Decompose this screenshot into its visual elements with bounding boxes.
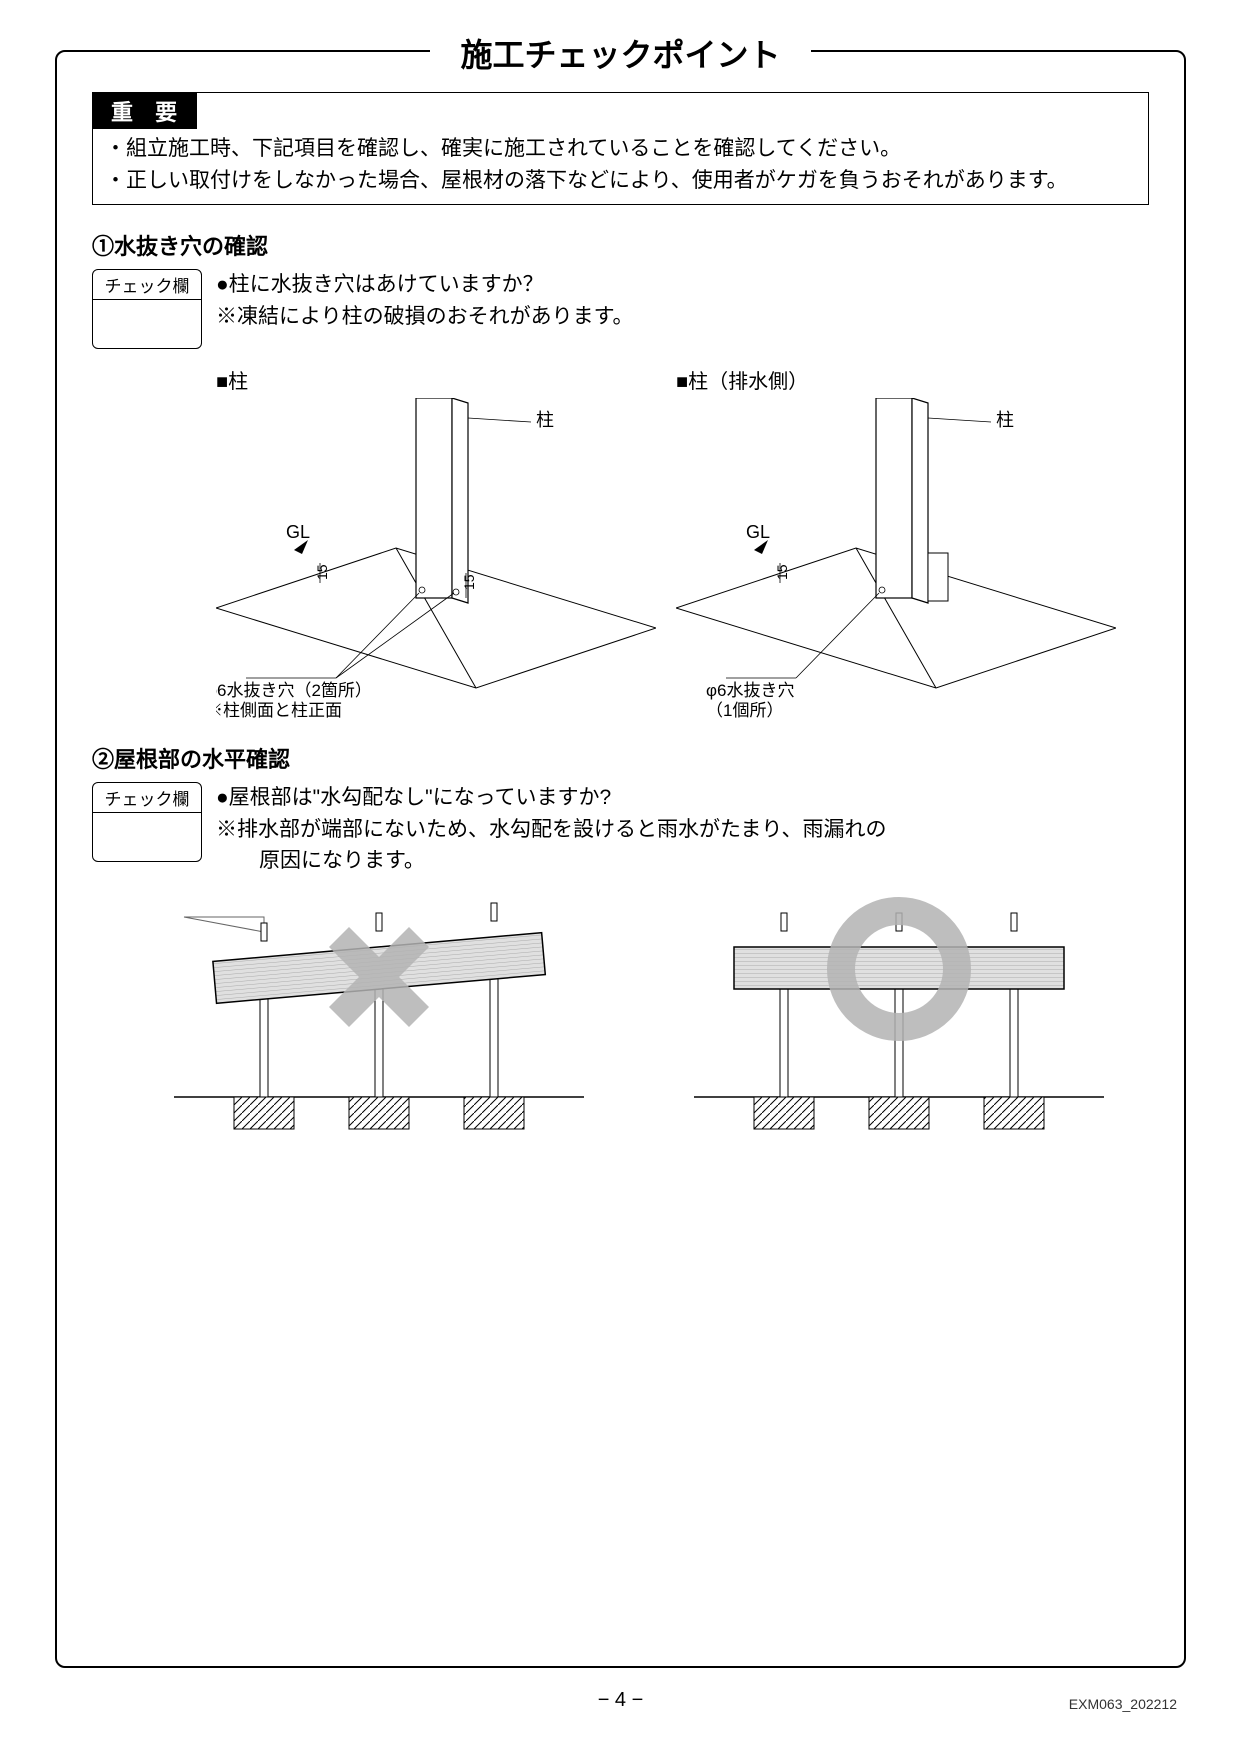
- sec1-heading: ①水抜き穴の確認: [92, 229, 1149, 261]
- svg-pillar-b: 15 GL 柱 φ6水抜き穴 （1個所）: [676, 398, 1116, 718]
- svg-text:15: 15: [774, 564, 790, 580]
- sec1-note: ※凍結により柱の破損のおそれがあります。: [216, 301, 1149, 333]
- sec2-note2: 原因になります。: [216, 845, 1149, 877]
- sec2-note1: ※排水部が端部にないため、水勾配を設けると雨水がたまり、雨漏れの: [216, 814, 1149, 846]
- svg-text:（1個所）: （1個所）: [706, 701, 783, 718]
- svg-roof: [154, 897, 1154, 1157]
- svg-text:φ6水抜き穴（2箇所）: φ6水抜き穴（2箇所）: [216, 681, 372, 700]
- page-number: − 4 −: [0, 1689, 1241, 1712]
- sec1-checkbox: チェック欄: [92, 269, 202, 349]
- sec2-checkbox-label: チェック欄: [93, 783, 201, 813]
- important-line2: ・正しい取付けをしなかった場合、屋根材の落下などにより、使用者がケガを負うおそれ…: [105, 165, 1136, 197]
- svg-text:柱: 柱: [996, 410, 1014, 430]
- sec1-q: ●柱に水抜き穴はあけていますか？: [216, 269, 1149, 301]
- sec2-heading: ②屋根部の水平確認: [92, 742, 1149, 774]
- sec1-checkcol: チェック欄: [92, 269, 202, 349]
- sec2-checkbox: チェック欄: [92, 782, 202, 862]
- important-text: ・組立施工時、下記項目を確認し、確実に施工されていることを確認してください。 ・…: [93, 129, 1148, 204]
- sec1-row: チェック欄 ●柱に水抜き穴はあけていますか？ ※凍結により柱の破損のおそれがあり…: [92, 269, 1149, 349]
- important-label: 重 要: [93, 93, 197, 129]
- svg-pillar-a: 15 15 GL 柱: [216, 398, 656, 718]
- page-root: 施工チェックポイント 重 要 ・組立施工時、下記項目を確認し、確実に施工されてい…: [0, 0, 1241, 1754]
- sec2-body: ●屋根部は"水勾配なし"になっていますか? ※排水部が端部にないため、水勾配を設…: [216, 782, 1149, 877]
- svg-text:φ6水抜き穴: φ6水抜き穴: [706, 681, 794, 700]
- sec2-q: ●屋根部は"水勾配なし"になっていますか?: [216, 782, 1149, 814]
- svg-text:GL: GL: [746, 522, 770, 542]
- svg-text:※柱側面と柱正面: ※柱側面と柱正面: [216, 701, 342, 718]
- diagram-pillar-b: ■柱（排水側） 15 GL: [676, 365, 1116, 718]
- page-frame: 施工チェックポイント 重 要 ・組立施工時、下記項目を確認し、確実に施工されてい…: [55, 50, 1186, 1668]
- sec2-checkcol: チェック欄: [92, 782, 202, 877]
- doc-code: EXM063_202212: [1069, 1696, 1177, 1712]
- section-2: ②屋根部の水平確認 チェック欄 ●屋根部は"水勾配なし"になっていますか? ※排…: [92, 742, 1149, 1162]
- sec2-row: チェック欄 ●屋根部は"水勾配なし"になっていますか? ※排水部が端部にないため…: [92, 782, 1149, 877]
- sec1-checkbox-label: チェック欄: [93, 270, 201, 300]
- page-title: 施工チェックポイント: [430, 30, 810, 76]
- svg-text:GL: GL: [286, 522, 310, 542]
- important-line1: ・組立施工時、下記項目を確認し、確実に施工されていることを確認してください。: [105, 133, 1136, 165]
- svg-text:15: 15: [461, 574, 477, 590]
- svg-text:15: 15: [314, 564, 330, 580]
- diagram-b-label: ■柱（排水側）: [676, 365, 1116, 394]
- sec2-diagrams: [154, 897, 1149, 1162]
- diagram-pillar-a: ■柱 15: [216, 365, 656, 718]
- sec1-diagrams: ■柱 15: [216, 365, 1149, 718]
- important-box: 重 要 ・組立施工時、下記項目を確認し、確実に施工されていることを確認してくださ…: [92, 92, 1149, 205]
- diagram-a-label: ■柱: [216, 365, 656, 394]
- sec1-body: ●柱に水抜き穴はあけていますか？ ※凍結により柱の破損のおそれがあります。: [216, 269, 1149, 349]
- svg-text:柱: 柱: [536, 410, 554, 430]
- section-1: ①水抜き穴の確認 チェック欄 ●柱に水抜き穴はあけていますか？ ※凍結により柱の…: [92, 229, 1149, 718]
- page-title-wrap: 施工チェックポイント: [57, 30, 1184, 76]
